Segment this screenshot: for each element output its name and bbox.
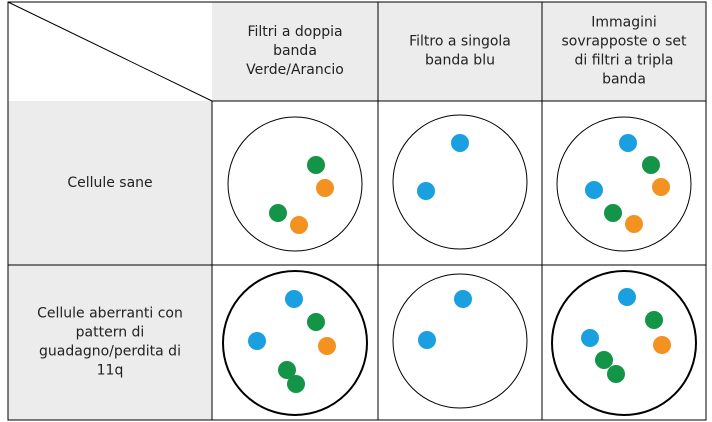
column-header: Immagini — [591, 15, 657, 31]
row-header-background — [8, 101, 212, 420]
column-header: sovrapposte o set — [561, 34, 687, 50]
dish — [222, 270, 368, 416]
column-header: di filtri a tripla — [574, 53, 673, 69]
table-grid — [7, 1, 707, 421]
dish — [392, 273, 528, 409]
column-header: banda — [602, 72, 646, 88]
labels: Filtri a doppia banda Verde/Arancio Filtro … — [37, 15, 687, 379]
dish — [556, 116, 692, 252]
dish — [392, 114, 528, 250]
row-header: pattern di — [76, 325, 145, 341]
dish — [551, 270, 697, 416]
column-header: Filtro a singola — [409, 34, 511, 50]
dish — [227, 116, 363, 252]
header-background — [212, 2, 706, 101]
row-header: Cellule aberranti con — [37, 306, 183, 322]
row-header: guadagno/perdita di — [39, 344, 181, 360]
column-header: banda — [273, 43, 317, 59]
table-border — [7, 1, 707, 421]
column-header: Filtri a doppia — [247, 24, 342, 40]
column-header: banda blu — [425, 53, 495, 69]
diagonal — [7, 1, 213, 102]
column-header: Verde/Arancio — [246, 62, 344, 78]
row-header: Cellule sane — [67, 175, 152, 191]
row-header: 11q — [97, 363, 124, 379]
